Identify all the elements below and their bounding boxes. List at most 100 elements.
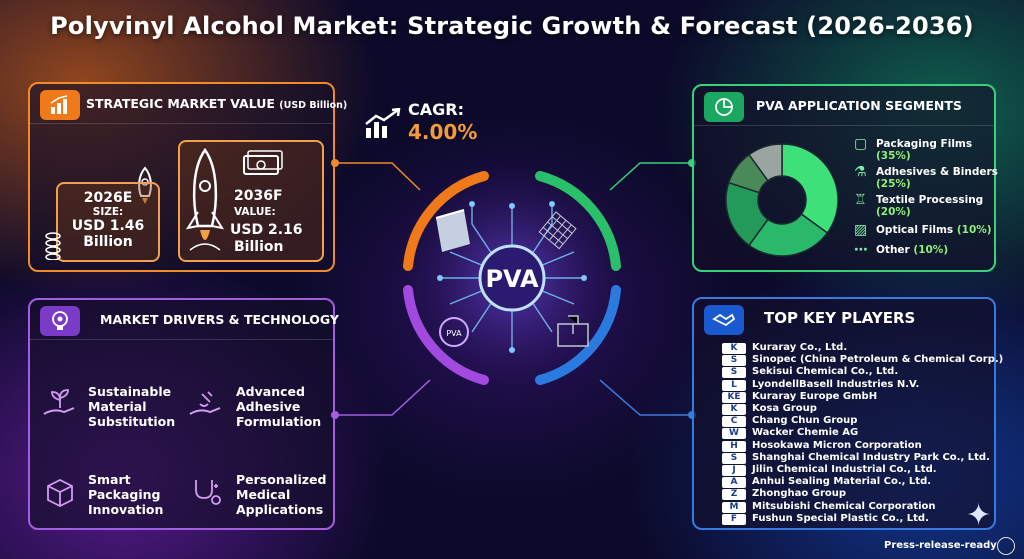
segment-pct: (10%) <box>956 224 992 236</box>
drivers-header: MARKET DRIVERS & TECHNOLOGY <box>30 300 339 340</box>
company-name: Fushun Special Plastic Co., Ltd. <box>752 512 929 524</box>
company-logo: S <box>722 355 746 367</box>
market-value-title: STRATEGIC MARKET VALUE (USD Billion) <box>86 96 348 111</box>
company-name: Kuraray Europe GmbH <box>752 390 878 402</box>
company-name: Jilin Chemical Industrial Co., Ltd. <box>752 464 937 475</box>
driver-4-line1: Personalized <box>236 472 327 487</box>
segment-name: Adhesives & Binders <box>876 166 998 178</box>
package-icon <box>47 478 73 508</box>
ring-segment-purple <box>403 285 489 385</box>
driver-1-line3: Substitution <box>88 414 176 429</box>
cagr-value: 4.00% <box>408 120 478 144</box>
card-2036-unit: Billion <box>234 239 284 255</box>
segment-name: Optical Films <box>876 224 954 236</box>
drivers-panel: MARKET DRIVERS & TECHNOLOGY Sustainable … <box>28 298 339 530</box>
circuit-lines <box>442 206 582 348</box>
segments-title: PVA APPLICATION SEGMENTS <box>756 98 962 113</box>
segments-donut <box>725 143 839 257</box>
company-logo: M <box>722 501 746 513</box>
mesh-icon <box>538 211 577 250</box>
card-2026-year: 2026E <box>83 190 133 206</box>
donut-slice <box>748 213 829 257</box>
card-2026-label: SIZE: <box>92 206 124 218</box>
card-2036-year: 2036F <box>234 188 283 204</box>
dots-icon: ⋯ <box>854 242 868 258</box>
segment-pct: (10%) <box>913 244 949 256</box>
segment-pct: (35%) <box>876 150 911 162</box>
pva-center-graphic: PVA PVA <box>382 148 642 408</box>
film-icon <box>435 209 470 252</box>
rocket-large-icon <box>185 147 225 251</box>
driver-1-line2: Material <box>88 399 147 414</box>
pie-chart-icon <box>704 92 744 122</box>
printer-3d-icon <box>557 315 589 347</box>
company-logo: L <box>722 379 746 391</box>
company-name: Chang Chun Group <box>752 415 858 427</box>
shirt-icon: ♖ <box>854 192 867 208</box>
pva-bead-icon: PVA <box>439 317 469 347</box>
company-name: Kuraray Co., Ltd. <box>752 342 848 353</box>
svg-text:PVA: PVA <box>446 329 462 338</box>
segment-pct: (20%) <box>876 206 911 218</box>
card-2036-label: VALUE: <box>234 206 276 218</box>
company-name: Kosa Group <box>752 403 817 414</box>
company-logo: K <box>722 343 746 354</box>
segment-name: Packaging Films <box>876 138 973 150</box>
driver-4-line3: Applications <box>236 502 324 517</box>
ring-segment-green <box>535 171 621 271</box>
driver-1-line1: Sustainable <box>88 384 172 399</box>
company-name: Anhui Sealing Material Co., Ltd. <box>752 476 932 488</box>
drivers-title: MARKET DRIVERS & TECHNOLOGY <box>100 312 339 327</box>
company-logo: F <box>722 513 746 525</box>
players-panel: TOP KEY PLAYERS K Kuraray Co., Ltd. S Sinop… <box>692 297 1003 530</box>
growth-chart-icon <box>365 108 401 138</box>
coin-stack-icon <box>45 232 61 260</box>
segment-name: Textile Processing <box>876 194 984 206</box>
company-logo: H <box>722 440 746 452</box>
company-name: Hosokawa Micron Corporation <box>752 439 922 451</box>
handshake-icon <box>704 305 744 335</box>
segments-panel: PVA APPLICATION SEGMENTS ▢ Packaging Film… <box>692 84 998 272</box>
company-logo: KE <box>722 391 746 403</box>
company-name: Sinopec (China Petroleum & Chemical Corp… <box>752 354 1004 366</box>
page-title: Polyvinyl Alcohol Market: Strategic Grow… <box>50 12 974 40</box>
company-name: Shanghai Chemical Industry Park Co., Ltd… <box>752 451 990 463</box>
card-2036-amount: USD 2.16 <box>230 222 303 238</box>
segments-header: PVA APPLICATION SEGMENTS <box>694 86 994 126</box>
driver-3-line2: Packaging <box>88 487 161 502</box>
company-logo: C <box>722 416 746 428</box>
market-value-panel: STRATEGIC MARKET VALUE (USD Billion) 202… <box>28 82 347 272</box>
card-2026-unit: Billion <box>83 234 133 250</box>
company-name: Mitsubishi Chemical Corporation <box>752 500 936 512</box>
cagr-label: CAGR: <box>408 100 464 119</box>
pva-core <box>478 244 546 312</box>
plant-hand-icon <box>43 389 75 415</box>
company-logo: J <box>722 465 746 476</box>
card-2026-amount: USD 1.46 <box>71 218 145 234</box>
footer-note: Press-release-ready <box>884 540 997 551</box>
company-name: Wacker Chemie AG <box>752 427 859 439</box>
company-name: Zhonghao Group <box>752 488 847 500</box>
driver-4-line2: Medical <box>236 487 291 502</box>
driver-2-line1: Advanced <box>236 384 305 399</box>
card-2026: 2026E SIZE: USD 1.46 Billion <box>45 182 160 262</box>
segment-name: Other <box>876 244 910 256</box>
money-stack-icon <box>243 150 283 175</box>
driver-2-line2: Adhesive <box>236 399 301 414</box>
company-logo: W <box>722 428 746 440</box>
donut-slice <box>781 143 839 234</box>
company-logo: K <box>722 404 746 415</box>
company-name: LyondellBasell Industries N.V. <box>752 378 920 390</box>
company-logo: A <box>722 477 746 489</box>
card-2036: 2036F VALUE: USD 2.16 Billion <box>178 140 324 262</box>
company-logo: S <box>722 452 746 464</box>
adhesive-icon: ⚗ <box>854 164 867 180</box>
players-header: TOP KEY PLAYERS <box>694 299 994 339</box>
center-label: PVA <box>485 265 539 293</box>
lightbulb-gear-icon <box>40 306 80 336</box>
company-name: Sekisui Chemical Co., Ltd. <box>752 366 899 378</box>
sparkle-icon: ✦ <box>966 498 992 533</box>
ring-segment-orange <box>403 171 489 271</box>
company-logo: Z <box>722 489 746 501</box>
market-value-header: STRATEGIC MARKET VALUE (USD Billion) <box>30 84 347 124</box>
